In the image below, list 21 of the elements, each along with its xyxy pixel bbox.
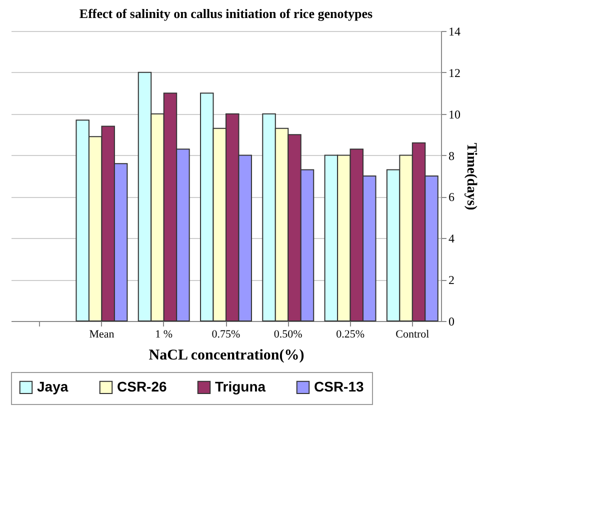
x-tick-label: 0.75% [212,328,240,340]
x-tick-label: 0.25% [336,328,364,340]
chart-title: Effect of salinity on callus initiation of rice genotypes [79,6,373,21]
legend-label: CSR-13 [314,378,364,394]
y-tick-label: 0 [448,314,454,328]
x-axis-title: NaCL concentration(%) [148,348,304,364]
y-tick-label: 4 [448,232,454,246]
y-tick-label: 12 [448,66,460,80]
y-tick-label: 14 [448,24,460,38]
legend-label: Jaya [37,378,68,394]
x-tick-label: 1 % [155,328,173,340]
y-tick-label: 6 [448,190,454,204]
x-tick-label: Control [396,328,430,340]
legend-label: CSR-26 [117,378,168,394]
legend-label: Triguna [215,378,266,394]
y-axis-title: Time(days) [464,142,478,211]
y-tick-label: 10 [448,107,460,122]
y-tick-label: 2 [448,273,454,288]
x-tick-label: Mean [89,328,115,340]
y-tick-label: 8 [448,148,454,163]
x-tick-label: 0.50% [274,328,302,340]
